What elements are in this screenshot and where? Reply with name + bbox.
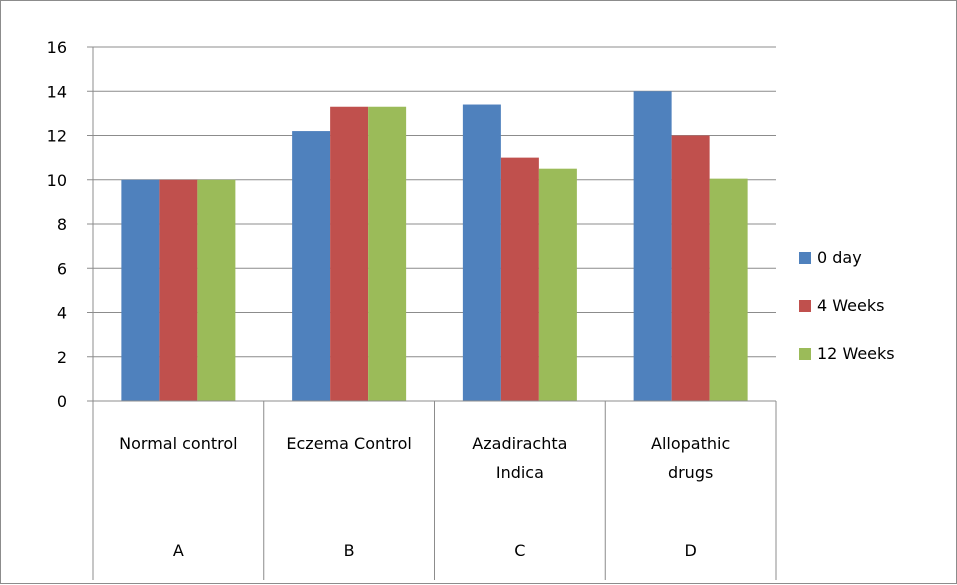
bar-12-weeks-c [538, 168, 577, 401]
y-tick-label: 14 [47, 82, 67, 101]
category-label: Indica [496, 463, 544, 482]
category-group-label: B [344, 541, 355, 560]
bar-4-weeks-c [500, 157, 539, 401]
bar-4-weeks-d [671, 135, 710, 401]
bar-4-weeks-b [330, 106, 369, 402]
y-tick-label: 6 [57, 259, 67, 278]
y-tick-label: 2 [57, 348, 67, 367]
y-tick-label: 4 [57, 304, 67, 323]
y-tick-label: 12 [47, 127, 67, 146]
legend: 0 day 4 Weeks 12 Weeks [799, 248, 895, 363]
bar-0-day-c [462, 104, 501, 402]
bar-12-weeks-a [197, 179, 236, 401]
legend-label: 0 day [817, 248, 862, 267]
category-labels: Normal control A Eczema Control B Azadiracht… [119, 434, 730, 560]
y-tick-label: 10 [47, 171, 67, 190]
legend-label: 12 Weeks [817, 344, 895, 363]
legend-swatch [799, 252, 811, 264]
legend-swatch [799, 348, 811, 360]
y-tick-label: 16 [47, 38, 67, 57]
bar-0-day-a [121, 179, 160, 401]
y-axis-tick-labels: 0 2 4 6 8 10 12 14 16 [47, 38, 67, 411]
bar-4-weeks-a [159, 179, 198, 401]
category-group-label: C [514, 541, 525, 560]
y-tick-label: 0 [57, 392, 67, 411]
bar-12-weeks-b [368, 106, 407, 402]
category-group-label: A [173, 541, 184, 560]
axes [87, 46, 777, 580]
category-label: Normal control [119, 434, 237, 453]
category-label: Eczema Control [286, 434, 411, 453]
legend-label: 4 Weeks [817, 296, 884, 315]
y-tick-label: 8 [57, 215, 67, 234]
bar-0-day-b [292, 131, 331, 401]
bar-12-weeks-d [709, 178, 748, 401]
legend-swatch [799, 300, 811, 312]
category-label: drugs [668, 463, 713, 482]
category-label: Azadirachta [472, 434, 567, 453]
bar-0-day-d [633, 91, 672, 401]
category-label: Allopathic [651, 434, 730, 453]
category-group-label: D [684, 541, 696, 560]
bars [121, 91, 748, 402]
